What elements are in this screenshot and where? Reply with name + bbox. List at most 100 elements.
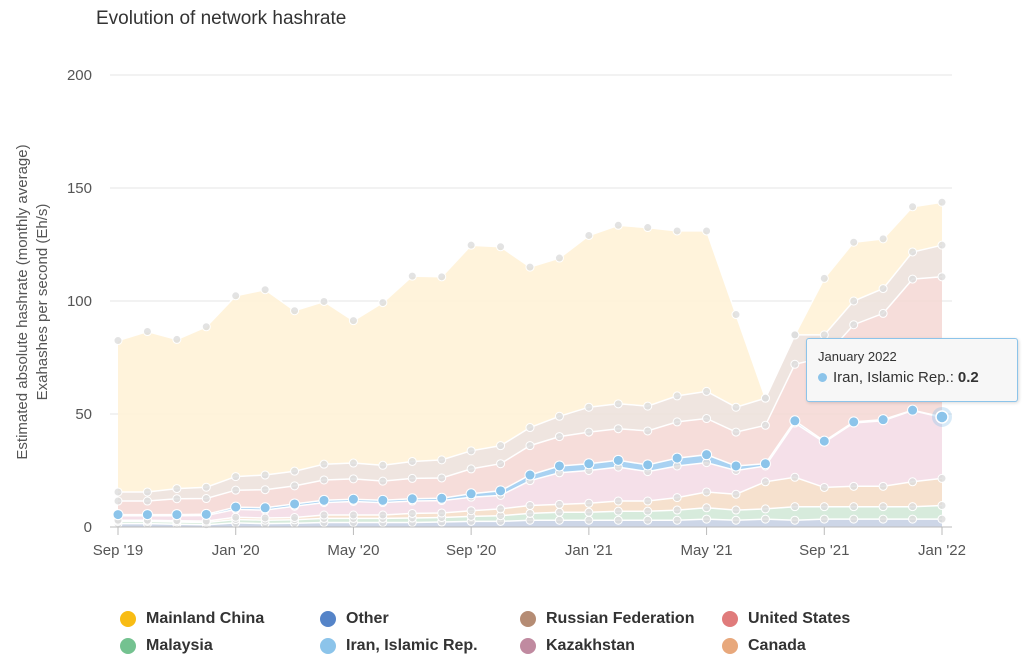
point-united-states[interactable] [466, 464, 476, 474]
point-canada[interactable] [790, 472, 800, 482]
legend-item-malaysia[interactable]: Malaysia [120, 637, 213, 655]
point-other[interactable] [849, 514, 859, 524]
point-other[interactable] [937, 514, 947, 524]
point-canada[interactable] [496, 504, 506, 514]
point-russian-federation[interactable] [702, 386, 712, 396]
point-canada[interactable] [437, 508, 447, 518]
point-mainland-china[interactable] [466, 240, 476, 250]
point-other[interactable] [908, 514, 918, 524]
point-malaysia[interactable] [525, 508, 535, 518]
point-iran-islamic-rep[interactable] [524, 469, 536, 481]
point-canada[interactable] [937, 473, 947, 483]
point-iran-islamic-rep[interactable] [230, 501, 242, 513]
point-united-states[interactable] [584, 427, 594, 437]
point-united-states[interactable] [849, 320, 859, 330]
point-united-states[interactable] [672, 417, 682, 427]
point-mainland-china[interactable] [290, 306, 300, 316]
point-mainland-china[interactable] [260, 285, 270, 295]
point-other[interactable] [643, 515, 653, 525]
point-russian-federation[interactable] [937, 240, 947, 250]
point-mainland-china[interactable] [525, 262, 535, 272]
point-canada[interactable] [702, 487, 712, 497]
point-united-states[interactable] [260, 485, 270, 495]
point-russian-federation[interactable] [554, 411, 564, 421]
point-iran-islamic-rep[interactable] [818, 435, 830, 447]
point-iran-islamic-rep[interactable] [495, 485, 507, 497]
point-russian-federation[interactable] [643, 401, 653, 411]
point-mainland-china[interactable] [702, 226, 712, 236]
point-iran-islamic-rep[interactable] [730, 460, 742, 472]
point-united-states[interactable] [496, 459, 506, 469]
point-mainland-china[interactable] [378, 298, 388, 308]
point-united-states[interactable] [702, 414, 712, 424]
point-iran-islamic-rep[interactable] [347, 493, 359, 505]
point-canada[interactable] [407, 508, 417, 518]
point-russian-federation[interactable] [142, 487, 152, 497]
area-united-states[interactable] [118, 276, 942, 515]
point-russian-federation[interactable] [172, 484, 182, 494]
legend-item-canada[interactable]: Canada [722, 637, 806, 655]
point-mainland-china[interactable] [819, 273, 829, 283]
point-iran-islamic-rep[interactable] [759, 458, 771, 470]
point-other[interactable] [584, 515, 594, 525]
point-russian-federation[interactable] [466, 446, 476, 456]
point-mainland-china[interactable] [672, 226, 682, 236]
point-iran-islamic-rep[interactable] [465, 488, 477, 500]
point-iran-islamic-rep[interactable] [406, 493, 418, 505]
legend-item-united-states[interactable]: United States [722, 610, 850, 628]
point-iran-islamic-rep[interactable] [112, 509, 124, 521]
point-russian-federation[interactable] [378, 460, 388, 470]
point-united-states[interactable] [407, 473, 417, 483]
point-canada[interactable] [525, 501, 535, 511]
point-iran-islamic-rep[interactable] [671, 452, 683, 464]
point-iran-islamic-rep[interactable] [171, 509, 183, 521]
point-iran-islamic-rep[interactable] [848, 416, 860, 428]
point-malaysia[interactable] [937, 501, 947, 511]
point-malaysia[interactable] [554, 507, 564, 517]
point-mainland-china[interactable] [760, 393, 770, 403]
point-united-states[interactable] [554, 432, 564, 442]
hovered-point[interactable] [935, 410, 949, 424]
point-iran-islamic-rep[interactable] [907, 404, 919, 416]
point-other[interactable] [554, 515, 564, 525]
point-iran-islamic-rep[interactable] [642, 459, 654, 471]
point-canada[interactable] [613, 496, 623, 506]
point-russian-federation[interactable] [290, 466, 300, 476]
point-russian-federation[interactable] [908, 247, 918, 257]
point-united-states[interactable] [937, 272, 947, 282]
point-russian-federation[interactable] [496, 441, 506, 451]
point-united-states[interactable] [731, 427, 741, 437]
point-other[interactable] [819, 514, 829, 524]
point-mainland-china[interactable] [613, 220, 623, 230]
point-malaysia[interactable] [702, 503, 712, 513]
point-canada[interactable] [231, 512, 241, 522]
point-russian-federation[interactable] [407, 456, 417, 466]
point-mainland-china[interactable] [348, 316, 358, 326]
point-canada[interactable] [348, 510, 358, 520]
point-mainland-china[interactable] [643, 223, 653, 233]
point-other[interactable] [731, 515, 741, 525]
point-other[interactable] [878, 514, 888, 524]
point-united-states[interactable] [643, 426, 653, 436]
point-canada[interactable] [878, 481, 888, 491]
point-malaysia[interactable] [613, 506, 623, 516]
point-iran-islamic-rep[interactable] [553, 460, 565, 472]
point-canada[interactable] [731, 489, 741, 499]
point-mainland-china[interactable] [319, 296, 329, 306]
point-russian-federation[interactable] [672, 391, 682, 401]
point-mainland-china[interactable] [172, 334, 182, 344]
point-russian-federation[interactable] [731, 402, 741, 412]
point-malaysia[interactable] [760, 504, 770, 514]
point-mainland-china[interactable] [407, 271, 417, 281]
point-iran-islamic-rep[interactable] [141, 509, 153, 521]
point-canada[interactable] [378, 510, 388, 520]
point-canada[interactable] [554, 499, 564, 509]
point-russian-federation[interactable] [201, 482, 211, 492]
point-iran-islamic-rep[interactable] [289, 498, 301, 510]
legend-item-russian-federation[interactable]: Russian Federation [520, 610, 694, 628]
point-mainland-china[interactable] [908, 202, 918, 212]
legend-item-mainland-china[interactable]: Mainland China [120, 610, 264, 628]
point-united-states[interactable] [142, 496, 152, 506]
point-malaysia[interactable] [790, 502, 800, 512]
point-mainland-china[interactable] [554, 253, 564, 263]
